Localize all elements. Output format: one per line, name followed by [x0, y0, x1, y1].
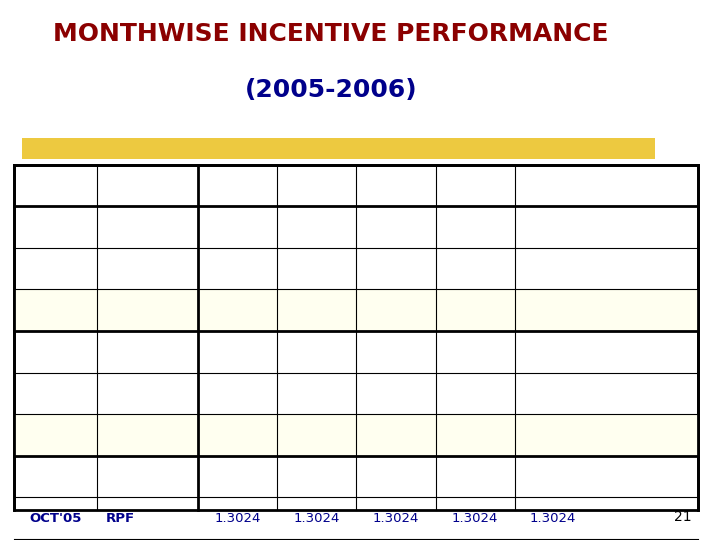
Text: 1.3114: 1.3114 — [373, 387, 419, 400]
Text: 1.3002: 1.3002 — [294, 470, 340, 483]
Text: 1.3696: 1.3696 — [215, 345, 261, 359]
Text: RPF: RPF — [106, 511, 135, 525]
Text: 1.3024: 1.3024 — [529, 511, 576, 525]
Text: 33.68: 33.68 — [534, 303, 572, 317]
Text: AUG'05: AUG'05 — [29, 262, 83, 275]
Text: 1.3024: 1.3024 — [373, 511, 419, 525]
Text: 1.3211: 1.3211 — [452, 262, 498, 275]
Text: 1.3114: 1.3114 — [452, 387, 498, 400]
Text: RPF: RPF — [106, 387, 135, 400]
Text: 24.86: 24.86 — [534, 428, 572, 442]
Text: 1.3211: 1.3211 — [529, 262, 576, 275]
Text: 1.5123: 1.5123 — [452, 345, 498, 359]
Text: 1.3853: 1.3853 — [215, 220, 261, 234]
Text: 24.04: 24.04 — [298, 303, 336, 317]
Text: 25.25: 25.25 — [377, 428, 415, 442]
Text: GPE: GPE — [106, 220, 135, 234]
Text: I: I — [235, 179, 240, 192]
Text: 1.4506: 1.4506 — [215, 470, 261, 483]
Text: % INC: % INC — [106, 428, 149, 442]
Text: 1.3024: 1.3024 — [215, 511, 261, 525]
Text: OCT'05: OCT'05 — [30, 511, 82, 525]
Text: 1.3327: 1.3327 — [452, 220, 498, 234]
Text: II: II — [312, 179, 322, 192]
Text: 1.5131: 1.5131 — [373, 220, 419, 234]
Text: III: III — [389, 179, 403, 192]
Text: GPE: GPE — [106, 470, 135, 483]
Text: 1.1833: 1.1833 — [294, 220, 340, 234]
Text: 1.3024: 1.3024 — [294, 511, 340, 525]
Text: 1.2593: 1.2593 — [529, 220, 576, 234]
Text: 1.3024: 1.3024 — [452, 511, 498, 525]
Text: 1.2658: 1.2658 — [529, 470, 576, 483]
Text: 79.73: 79.73 — [377, 303, 415, 317]
Text: GPE: GPE — [106, 345, 135, 359]
Text: (2005-2006): (2005-2006) — [245, 78, 418, 102]
Text: 35.78: 35.78 — [298, 428, 336, 442]
Text: % INC: % INC — [106, 303, 149, 317]
Text: 21: 21 — [674, 510, 691, 524]
Text: 53.70: 53.70 — [219, 303, 256, 317]
Text: 1.1979: 1.1979 — [373, 345, 419, 359]
Text: V: V — [547, 179, 558, 192]
Text: SEPT'05: SEPT'05 — [26, 387, 86, 400]
Text: 78.45: 78.45 — [456, 428, 494, 442]
Text: 1.3211: 1.3211 — [215, 262, 261, 275]
Text: 1.3114: 1.3114 — [215, 387, 261, 400]
Text: 1.3114: 1.3114 — [529, 387, 576, 400]
Text: 1.2080: 1.2080 — [373, 470, 419, 483]
Text: 1.3211: 1.3211 — [294, 262, 340, 275]
Text: RPF: RPF — [106, 262, 135, 275]
Text: IV: IV — [467, 179, 483, 192]
Text: 1.3114: 1.3114 — [294, 387, 340, 400]
Text: 1.3211: 1.3211 — [373, 262, 419, 275]
Text: 50.12: 50.12 — [219, 428, 256, 442]
Text: MONTHWISE INCENTIVE PERFORMANCE: MONTHWISE INCENTIVE PERFORMANCE — [53, 22, 609, 45]
Text: 44.70: 44.70 — [456, 303, 494, 317]
Text: 1.2786: 1.2786 — [294, 345, 340, 359]
Text: 1.1945: 1.1945 — [529, 345, 576, 359]
Text: 1.5098: 1.5098 — [452, 470, 498, 483]
Text: MONTH: MONTH — [28, 179, 84, 192]
